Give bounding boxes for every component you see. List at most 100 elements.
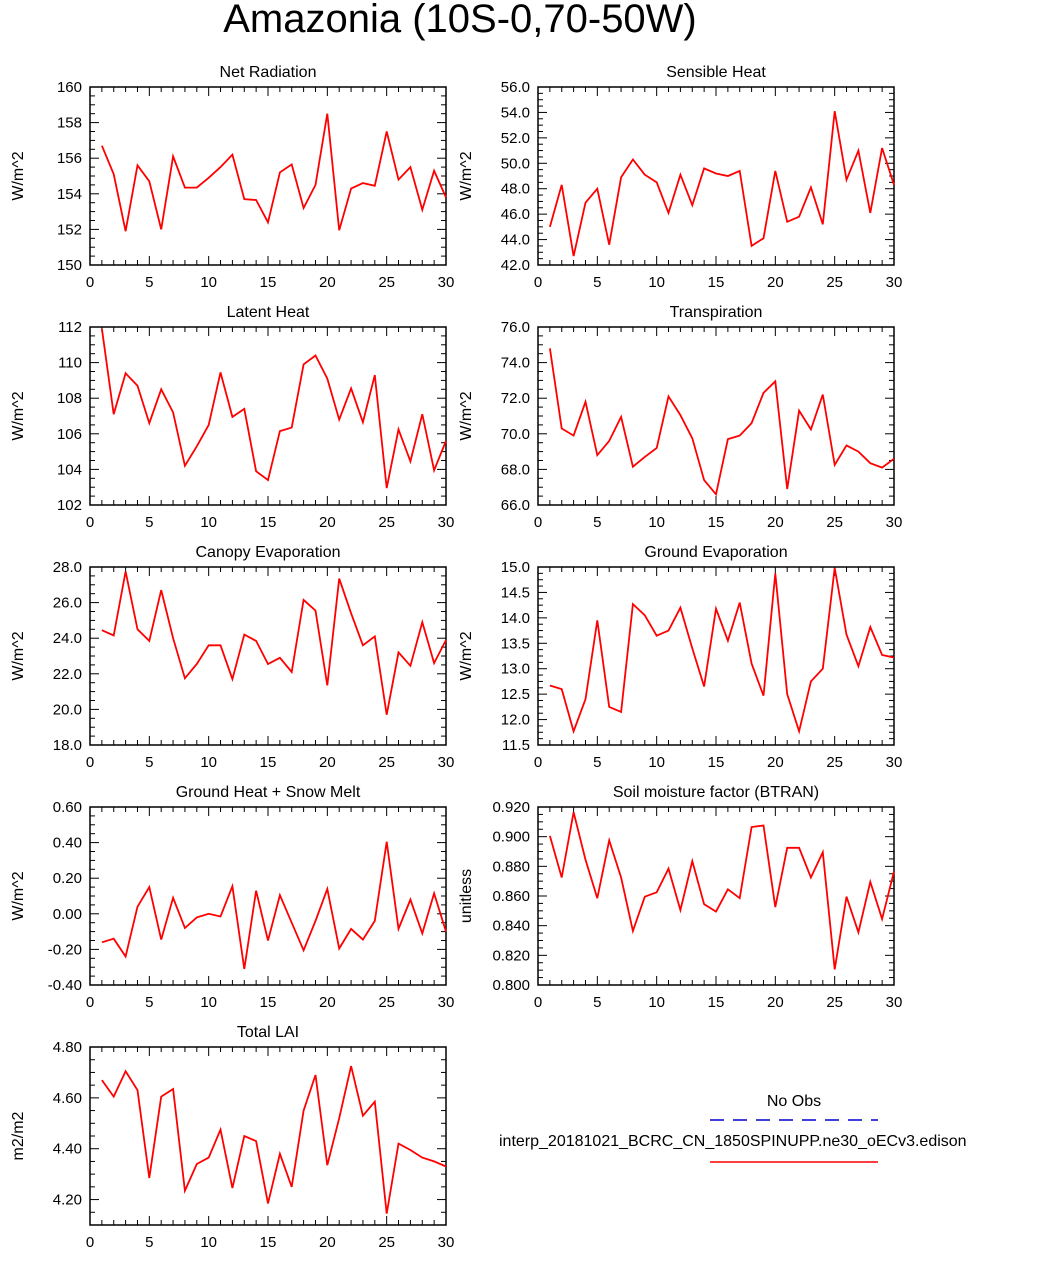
- ground-evaporation-xtick-label: 10: [648, 754, 665, 771]
- latent-heat-xtick-label: 30: [438, 514, 455, 531]
- net-radiation-ytick-label: 156: [57, 150, 82, 167]
- ground-evaporation-title: Ground Evaporation: [644, 544, 787, 561]
- ground-evaporation-ytick-label: 13.5: [501, 635, 530, 652]
- canopy-evaporation-xtick-label: 20: [319, 754, 336, 771]
- ground-evaporation-xtick-label: 25: [826, 754, 843, 771]
- sensible-heat-xtick-label: 25: [826, 274, 843, 291]
- transpiration-xtick-label: 15: [708, 514, 725, 531]
- ground-heat-snow-melt-xtick-label: 15: [260, 994, 277, 1011]
- latent-heat-ytick-label: 106: [57, 426, 82, 443]
- sensible-heat-ytick-label: 56.0: [501, 79, 530, 96]
- ground-heat-snow-melt-title: Ground Heat + Snow Melt: [176, 784, 361, 801]
- ground-evaporation-ytick-label: 13.0: [501, 661, 530, 678]
- soil-moisture-factor-btran-ylabel: unitless: [458, 869, 475, 923]
- ground-heat-snow-melt-xtick-label: 20: [319, 994, 336, 1011]
- panel-latent-heat: Latent Heat W/m^2 0 5 10 15 20 25 30 102 104 106 108…: [10, 304, 454, 531]
- transpiration-xtick-label: 30: [886, 514, 903, 531]
- latent-heat-series-line-model: [101, 328, 447, 489]
- transpiration-ytick-label: 68.0: [501, 461, 530, 478]
- latent-heat-ytick-label: 104: [57, 461, 82, 478]
- ground-heat-snow-melt-xtick-label: 25: [378, 994, 395, 1011]
- latent-heat-ylabel: W/m^2: [10, 391, 27, 440]
- ground-evaporation-xtick-label: 15: [708, 754, 725, 771]
- canopy-evaporation-ylabel: W/m^2: [10, 631, 27, 680]
- total-lai-xtick-label: 20: [319, 1234, 336, 1251]
- sensible-heat-ytick-label: 54.0: [501, 104, 530, 121]
- total-lai-title: Total LAI: [237, 1024, 299, 1041]
- canopy-evaporation-xtick-label: 30: [438, 754, 455, 771]
- net-radiation-ytick-label: 154: [57, 186, 82, 203]
- total-lai-ylabel: m2/m2: [10, 1111, 27, 1160]
- canopy-evaporation-ytick-label: 24.0: [53, 630, 82, 647]
- net-radiation-ytick-label: 150: [57, 257, 82, 274]
- soil-moisture-factor-btran-series-line-model: [549, 811, 895, 970]
- sensible-heat-ytick-label: 42.0: [501, 257, 530, 274]
- ground-heat-snow-melt-series-line-model: [101, 841, 447, 970]
- ground-heat-snow-melt-ylabel: W/m^2: [10, 871, 27, 920]
- sensible-heat-ytick-label: 48.0: [501, 181, 530, 198]
- latent-heat-xtick-label: 10: [200, 514, 217, 531]
- sensible-heat-series-line-model: [549, 111, 895, 257]
- transpiration-ylabel: W/m^2: [458, 391, 475, 440]
- panel-canopy-evaporation: Canopy Evaporation W/m^2 0 5 10 15 20 25 30 18.0 2…: [10, 544, 454, 771]
- sensible-heat-ytick-label: 44.0: [501, 232, 530, 249]
- soil-moisture-factor-btran-title: Soil moisture factor (BTRAN): [613, 784, 819, 801]
- panel-net-radiation: Net Radiation W/m^2 0 5 10 15 20 25 30 150 152 154 1…: [10, 64, 454, 291]
- ground-heat-snow-melt-ytick-label: 0.40: [53, 835, 82, 852]
- soil-moisture-factor-btran-ytick-label: 0.840: [492, 918, 530, 935]
- sensible-heat-xtick-label: 30: [886, 274, 903, 291]
- canopy-evaporation-ytick-label: 22.0: [53, 666, 82, 683]
- canopy-evaporation-title: Canopy Evaporation: [196, 544, 341, 561]
- net-radiation-xtick-label: 15: [260, 274, 277, 291]
- panel-sensible-heat: Sensible Heat W/m^2 0 5 10 15 20 25 30 42.0 44.0 46…: [458, 64, 902, 291]
- transpiration-ytick-label: 66.0: [501, 497, 530, 514]
- soil-moisture-factor-btran-xtick-label: 0: [534, 994, 542, 1011]
- ground-heat-snow-melt-ytick-label: 0.00: [53, 906, 82, 923]
- figure-title: Amazonia (10S-0,70-50W): [223, 0, 697, 41]
- soil-moisture-factor-btran-ytick-label: 0.860: [492, 888, 530, 905]
- soil-moisture-factor-btran-xtick-label: 15: [708, 994, 725, 1011]
- transpiration-xtick-label: 20: [767, 514, 784, 531]
- total-lai-series-line-model: [101, 1065, 447, 1214]
- legend-model-label: interp_20181021_BCRC_CN_1850SPINUPP.ne30…: [499, 1133, 967, 1150]
- ground-heat-snow-melt-xtick-label: 10: [200, 994, 217, 1011]
- net-radiation-plot-frame: [89, 86, 447, 266]
- net-radiation-xtick-label: 30: [438, 274, 455, 291]
- transpiration-ytick-label: 76.0: [501, 319, 530, 336]
- net-radiation-ytick-label: 158: [57, 115, 82, 132]
- canopy-evaporation-xtick-label: 15: [260, 754, 277, 771]
- total-lai-xtick-label: 30: [438, 1234, 455, 1251]
- ground-evaporation-xtick-label: 5: [593, 754, 601, 771]
- ground-evaporation-xtick-label: 30: [886, 754, 903, 771]
- net-radiation-ytick-label: 160: [57, 79, 82, 96]
- total-lai-xtick-label: 25: [378, 1234, 395, 1251]
- sensible-heat-ylabel: W/m^2: [458, 151, 475, 200]
- panel-ground-evaporation: Ground Evaporation W/m^2 0 5 10 15 20 25 30 11.5 1…: [458, 544, 902, 771]
- sensible-heat-ytick-label: 50.0: [501, 155, 530, 172]
- sensible-heat-xtick-label: 5: [593, 274, 601, 291]
- net-radiation-title: Net Radiation: [220, 64, 317, 81]
- total-lai-xtick-label: 5: [145, 1234, 153, 1251]
- canopy-evaporation-xtick-label: 0: [86, 754, 94, 771]
- legend: No Obs interp_20181021_BCRC_CN_1850SPINU…: [499, 1093, 967, 1163]
- transpiration-series-line-model: [549, 348, 895, 497]
- total-lai-ytick-label: 4.60: [53, 1090, 82, 1107]
- ground-evaporation-xtick-label: 0: [534, 754, 542, 771]
- total-lai-ytick-label: 4.80: [53, 1039, 82, 1056]
- canopy-evaporation-xtick-label: 10: [200, 754, 217, 771]
- latent-heat-xtick-label: 25: [378, 514, 395, 531]
- ground-evaporation-ylabel: W/m^2: [458, 631, 475, 680]
- ground-evaporation-ytick-label: 15.0: [501, 559, 530, 576]
- soil-moisture-factor-btran-xtick-label: 5: [593, 994, 601, 1011]
- soil-moisture-factor-btran-xtick-label: 20: [767, 994, 784, 1011]
- transpiration-ytick-label: 70.0: [501, 426, 530, 443]
- transpiration-xtick-label: 10: [648, 514, 665, 531]
- ground-evaporation-xtick-label: 20: [767, 754, 784, 771]
- total-lai-xtick-label: 0: [86, 1234, 94, 1251]
- canopy-evaporation-ytick-label: 26.0: [53, 595, 82, 612]
- sensible-heat-plot-frame: [537, 86, 895, 266]
- soil-moisture-factor-btran-ytick-label: 0.920: [492, 799, 530, 816]
- latent-heat-xtick-label: 0: [86, 514, 94, 531]
- total-lai-ytick-label: 4.40: [53, 1141, 82, 1158]
- transpiration-xtick-label: 5: [593, 514, 601, 531]
